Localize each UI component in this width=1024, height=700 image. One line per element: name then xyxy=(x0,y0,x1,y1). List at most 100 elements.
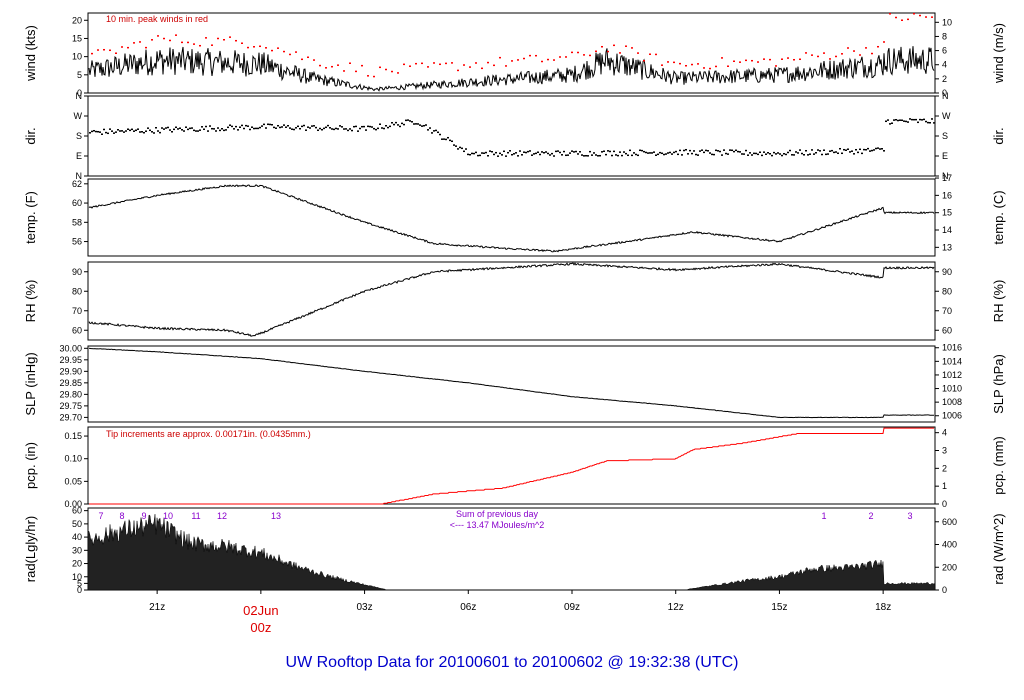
tick-label-left-pcp: 0.05 xyxy=(64,476,82,486)
dir-point xyxy=(809,153,811,155)
peak-wind-point xyxy=(415,62,417,65)
peak-wind-point xyxy=(109,49,111,52)
dir-point xyxy=(829,150,831,152)
dir-point xyxy=(681,154,683,156)
dir-point xyxy=(925,120,927,123)
tick-label-left-temp: 62 xyxy=(72,179,82,189)
tick-label-left-rad: 30 xyxy=(72,545,82,555)
dir-point xyxy=(471,152,473,155)
dir-point xyxy=(475,151,477,154)
dir-point xyxy=(889,123,891,125)
tick-label-right-rh: 60 xyxy=(942,325,952,335)
dir-point xyxy=(503,150,505,153)
dir-point xyxy=(393,123,395,126)
peak-wind-point xyxy=(487,61,489,64)
tick-label-right-wind: 6 xyxy=(942,46,947,56)
dir-point xyxy=(581,154,583,156)
peak-wind-point xyxy=(463,64,465,66)
dir-point xyxy=(275,127,277,129)
dir-point xyxy=(343,128,345,130)
dir-point xyxy=(121,130,123,132)
dir-point xyxy=(211,127,213,130)
dir-point xyxy=(253,127,255,130)
dir-point xyxy=(899,119,901,121)
hour-marker: 13 xyxy=(271,511,281,521)
peak-wind-point xyxy=(703,67,705,69)
dir-point xyxy=(173,128,175,131)
peak-wind-point xyxy=(397,72,399,74)
dir-point xyxy=(429,127,431,129)
peak-wind-point xyxy=(175,34,177,36)
dir-point xyxy=(453,144,455,146)
wind-series-line xyxy=(88,46,935,92)
dir-point xyxy=(825,153,827,156)
dir-point xyxy=(701,149,703,151)
dir-point xyxy=(161,127,163,129)
dir-point xyxy=(631,154,633,157)
panel-frame-temp xyxy=(87,178,936,257)
peak-wind-point xyxy=(637,52,639,54)
dir-point xyxy=(373,127,375,130)
peak-wind-point xyxy=(619,52,621,54)
hour-marker: 11 xyxy=(191,511,200,521)
dir-point xyxy=(771,154,773,157)
dir-point xyxy=(663,153,665,156)
dir-point xyxy=(317,129,319,132)
dir-point xyxy=(651,152,653,154)
dir-point xyxy=(261,125,263,127)
dir-point xyxy=(287,124,289,127)
dir-point xyxy=(515,152,517,154)
y-axis-label-left-pcp: pcp. (in) xyxy=(23,442,38,489)
panel-frame-pcp xyxy=(87,426,936,505)
dir-point xyxy=(93,129,95,132)
dir-point xyxy=(757,153,759,156)
dir-point xyxy=(777,152,779,154)
tick-label-left-rad: 0 xyxy=(77,585,82,595)
dir-point xyxy=(333,128,335,131)
dir-point xyxy=(139,131,141,133)
peak-wind-point xyxy=(895,16,897,19)
dir-point xyxy=(411,121,413,123)
peak-wind-point xyxy=(361,64,363,67)
peak-wind-point xyxy=(667,61,669,63)
tick-label-left-rad: 50 xyxy=(72,519,82,529)
dir-point xyxy=(907,121,909,123)
dir-point xyxy=(717,150,719,152)
dir-point xyxy=(371,126,373,128)
dir-point xyxy=(295,127,297,129)
dir-point xyxy=(235,125,237,128)
dir-point xyxy=(865,149,867,151)
peak-wind-point xyxy=(373,75,375,78)
peak-wind-point xyxy=(901,19,903,21)
dir-point xyxy=(633,152,635,154)
dir-point xyxy=(703,151,705,154)
peak-wind-point xyxy=(319,64,321,67)
dir-point xyxy=(397,124,399,126)
dir-point xyxy=(737,150,739,153)
dir-point xyxy=(711,153,713,156)
dir-point xyxy=(671,153,673,155)
tick-label-right-rh: 70 xyxy=(942,306,952,316)
peak-wind-point xyxy=(433,62,435,64)
peak-wind-point xyxy=(781,58,783,60)
dir-point xyxy=(255,127,257,130)
dir-point xyxy=(193,129,195,132)
dir-point xyxy=(807,154,809,156)
peak-wind-point xyxy=(289,53,291,56)
dir-point xyxy=(221,127,223,130)
dir-point xyxy=(555,150,557,153)
dir-point xyxy=(213,128,215,130)
dir-point xyxy=(205,125,207,128)
dir-point xyxy=(587,155,589,157)
dir-point xyxy=(109,128,111,130)
dir-point xyxy=(115,131,117,133)
dir-point xyxy=(165,127,167,129)
dir-point xyxy=(369,125,371,128)
dir-point xyxy=(727,153,729,155)
tick-label-right-rad: 600 xyxy=(942,517,957,527)
dir-point xyxy=(449,139,451,142)
tick-label-left-wind: 0 xyxy=(77,88,82,98)
dir-point xyxy=(911,118,913,121)
dir-point xyxy=(497,155,499,157)
peak-wind-point xyxy=(391,70,393,73)
